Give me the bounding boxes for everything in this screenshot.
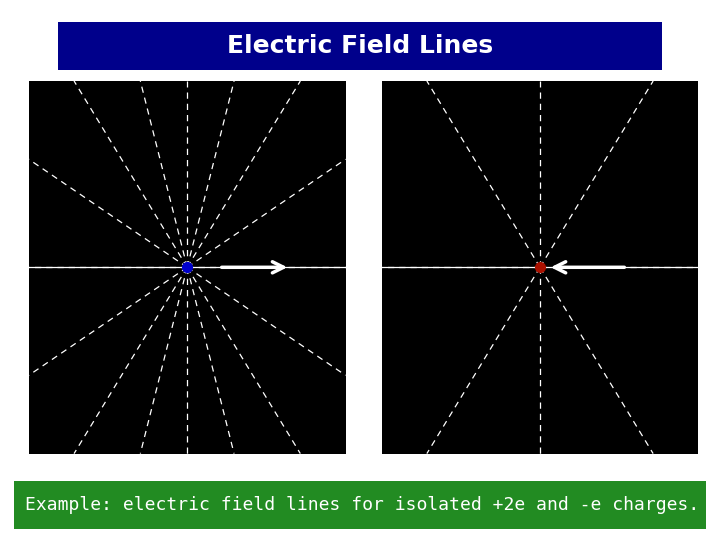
Text: Electric Field Lines: Electric Field Lines	[227, 34, 493, 58]
Text: Example: electric field lines for isolated +2e and -e charges.: Example: electric field lines for isolat…	[24, 496, 699, 514]
